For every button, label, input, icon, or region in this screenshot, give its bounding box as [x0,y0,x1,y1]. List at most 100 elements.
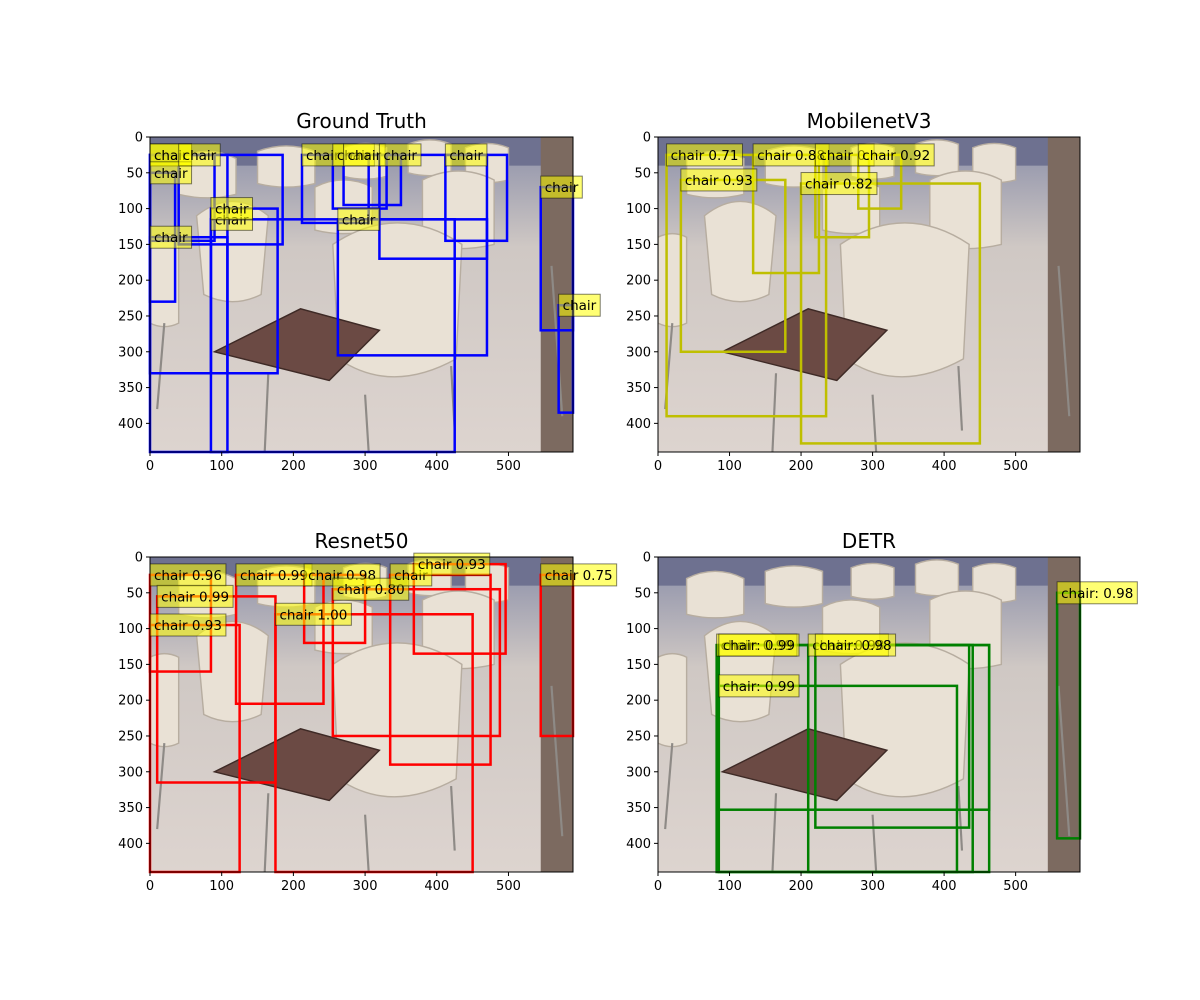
x-tick-label: 400 [424,879,449,894]
box-label: chair 0.93 [149,613,227,637]
box-label-text: chair [342,212,376,228]
box-label-bg [1056,581,1138,605]
box-label: chair [178,143,221,167]
box-label-text: chair: 0.98 [819,638,891,654]
panel-title: Resnet50 [315,529,409,553]
y-tick-label: 0 [135,551,143,566]
y-tick-label: 50 [126,166,143,181]
box-label-text: chair [563,298,597,314]
box-label-bg [814,633,897,657]
y-tick-label: 400 [118,837,143,852]
x-tick-label: 300 [860,459,885,474]
axes-frame [149,556,574,873]
box-label-text: chair [383,148,417,164]
y-tick-label: 400 [626,417,651,432]
box-label-text: chair: 0.99 [723,638,795,654]
y-tick-label: 150 [626,658,651,673]
y-tick-label: 100 [118,202,143,217]
box-label-text: chair 1.00 [279,607,347,623]
axes-frame [657,136,1081,453]
box-label: chair 1.00 [274,602,352,626]
y-tick-label: 50 [126,586,143,601]
y-tick-label: 300 [118,345,143,360]
box-label: chair 0.93 [413,552,491,576]
bounding-box [799,182,982,445]
bounding-box [665,153,828,418]
panel-title: Ground Truth [296,109,427,133]
box-label-text: chair 0.93 [685,173,753,189]
box-label: chair 0.75 [540,563,618,587]
box-label: chair 0.99 [156,584,234,608]
box-label: chair: 0.99 [718,633,800,657]
y-tick-label: 150 [118,238,143,253]
y-tick-label: 150 [118,658,143,673]
box-label-text: chair 0. [819,148,870,164]
box-label: chair: 0.99 [718,674,800,698]
box-label: chair 0.99 [235,563,313,587]
box-label: chair [337,207,380,231]
y-tick-label: 250 [626,729,651,744]
x-tick-label: 100 [717,879,742,894]
box-label-bg [718,674,800,698]
x-tick-label: 500 [1003,459,1028,474]
box-label-bg [413,552,491,576]
box-label-text: chair [348,148,382,164]
bounding-box [336,218,489,357]
x-tick-label: 300 [353,459,378,474]
box-label: chair [149,225,193,249]
box-label: chair: 0.98 [814,633,897,657]
y-tick-label: 100 [626,622,651,637]
y-tick-label: 100 [626,202,651,217]
x-tick-label: 100 [717,459,742,474]
box-label-bg [558,293,601,317]
box-label-bg [857,143,935,167]
y-tick-label: 0 [643,131,651,146]
box-label: chair [558,293,601,317]
x-tick-label: 500 [496,459,521,474]
y-tick-label: 350 [626,381,651,396]
box-label: chair 0.96 [149,563,227,587]
box-label: chair [444,143,488,167]
box-label-text: chair [154,166,188,182]
box-label-bg [718,633,800,657]
x-tick-label: 100 [209,459,234,474]
x-tick-label: 0 [146,879,154,894]
box-label-bg [337,207,380,231]
panel-title: MobilenetV3 [807,109,932,133]
box-label-text: chair [183,148,217,164]
x-tick-label: 300 [860,879,885,894]
axes-frame [657,556,1081,873]
y-tick-label: 50 [634,166,651,181]
box-label-text: chair [215,202,249,218]
box-label: chair [540,175,583,199]
bounding-box [331,587,502,738]
x-tick-label: 300 [353,879,378,894]
x-tick-label: 0 [146,459,154,474]
box-label-text: chair 0.75 [545,568,613,584]
y-tick-label: 250 [626,309,651,324]
box-label: chair [210,197,254,221]
box-label-text: chair: 0.99 [723,679,795,695]
y-tick-label: 350 [118,801,143,816]
y-tick-label: 300 [626,765,651,780]
y-tick-label: 150 [626,238,651,253]
box-label-bg [156,584,234,608]
box-label: chair 0.82 [800,172,878,196]
y-tick-label: 200 [626,694,651,709]
box-label: chair [149,161,193,185]
y-tick-label: 300 [118,765,143,780]
y-tick-label: 250 [118,729,143,744]
box-label-bg [178,143,221,167]
box-label-text: chair: 0.98 [1061,586,1133,602]
box-label-text: chair [449,148,483,164]
panel-0: Ground Truthchairchairchairchairchaircha… [118,109,601,474]
x-tick-label: 500 [1003,879,1028,894]
box-label-text: chair 0.93 [418,557,486,573]
x-tick-label: 100 [209,879,234,894]
x-tick-label: 500 [496,879,521,894]
box-label-text: chair 0.99 [240,568,308,584]
box-label-text: chair 0.96 [154,568,222,584]
y-tick-label: 400 [118,417,143,432]
